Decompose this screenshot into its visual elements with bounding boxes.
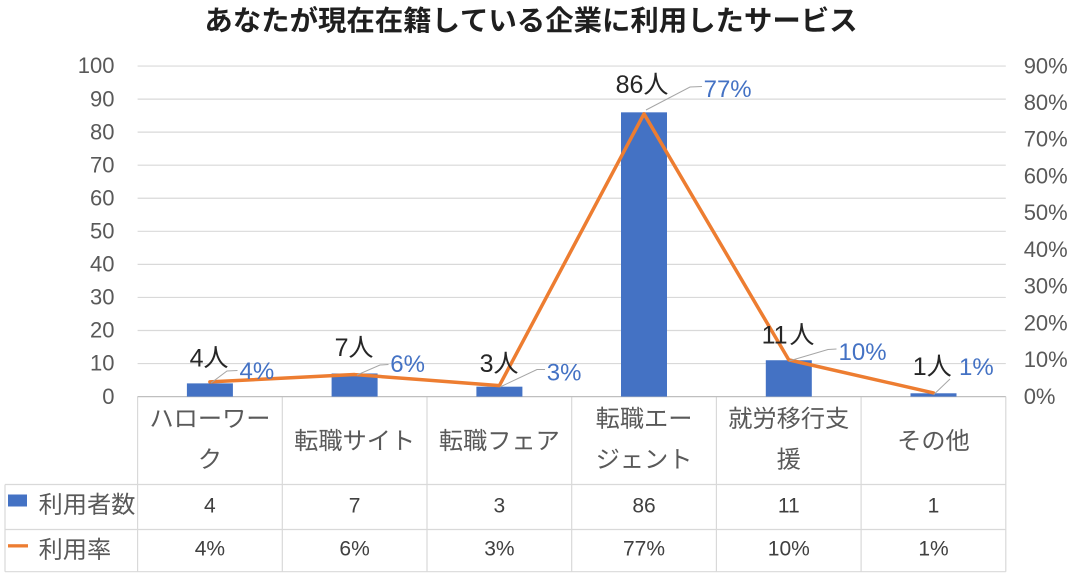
svg-text:0%: 0% bbox=[1024, 384, 1056, 409]
svg-text:10%: 10% bbox=[1024, 347, 1068, 372]
svg-text:60%: 60% bbox=[1024, 163, 1068, 188]
svg-text:77%: 77% bbox=[704, 76, 752, 103]
svg-text:0: 0 bbox=[102, 384, 114, 409]
svg-text:10: 10 bbox=[90, 351, 114, 376]
svg-text:20%: 20% bbox=[1024, 310, 1068, 335]
svg-text:4: 4 bbox=[190, 344, 204, 372]
svg-text:6%: 6% bbox=[339, 538, 369, 561]
svg-text:1%: 1% bbox=[959, 354, 994, 381]
svg-text:86: 86 bbox=[632, 494, 655, 517]
svg-text:1: 1 bbox=[913, 353, 927, 381]
svg-text:1: 1 bbox=[928, 494, 940, 517]
svg-text:50: 50 bbox=[90, 219, 114, 244]
svg-text:80%: 80% bbox=[1024, 90, 1068, 115]
svg-text:4: 4 bbox=[204, 494, 216, 517]
svg-text:4%: 4% bbox=[195, 538, 225, 561]
svg-text:20: 20 bbox=[90, 318, 114, 343]
svg-text:3%: 3% bbox=[484, 538, 514, 561]
svg-text:80: 80 bbox=[90, 119, 114, 144]
svg-text:30: 30 bbox=[90, 285, 114, 310]
svg-text:90%: 90% bbox=[1024, 53, 1068, 78]
svg-text:10%: 10% bbox=[768, 538, 810, 561]
svg-text:4%: 4% bbox=[240, 358, 275, 385]
svg-text:11: 11 bbox=[778, 494, 800, 517]
svg-text:50%: 50% bbox=[1024, 200, 1068, 225]
svg-text:30%: 30% bbox=[1024, 274, 1068, 299]
svg-text:7: 7 bbox=[335, 334, 349, 362]
svg-text:11: 11 bbox=[762, 321, 788, 349]
svg-text:1%: 1% bbox=[918, 538, 948, 561]
svg-text:77%: 77% bbox=[623, 538, 665, 561]
svg-text:3%: 3% bbox=[547, 360, 582, 387]
svg-text:40: 40 bbox=[90, 252, 114, 277]
svg-text:86: 86 bbox=[616, 71, 644, 99]
svg-text:90: 90 bbox=[90, 86, 114, 111]
svg-text:6%: 6% bbox=[390, 351, 425, 378]
svg-text:100: 100 bbox=[78, 53, 115, 78]
svg-text:40%: 40% bbox=[1024, 237, 1068, 262]
svg-text:70: 70 bbox=[90, 152, 114, 177]
svg-text:3: 3 bbox=[494, 494, 506, 517]
svg-text:10%: 10% bbox=[839, 339, 887, 366]
svg-text:70%: 70% bbox=[1024, 127, 1068, 152]
svg-text:7: 7 bbox=[349, 494, 361, 517]
svg-text:60: 60 bbox=[90, 186, 114, 211]
svg-text:3: 3 bbox=[480, 350, 494, 378]
